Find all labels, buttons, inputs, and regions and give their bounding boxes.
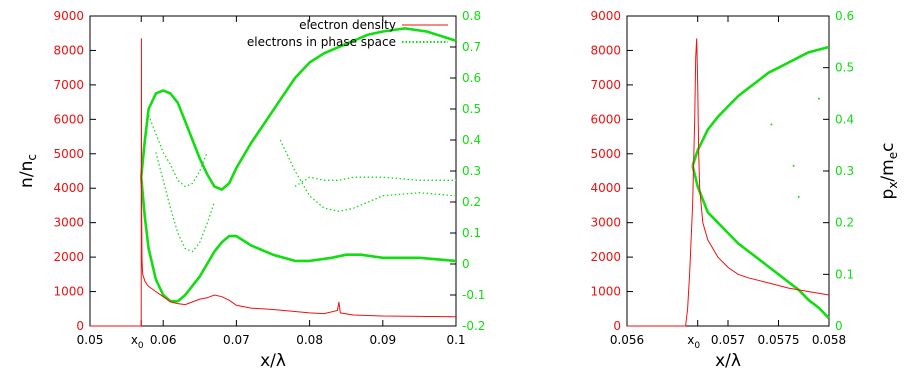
y-right-tick-label: 0.4 bbox=[462, 133, 481, 147]
y-right-tick-label: 0.5 bbox=[462, 102, 481, 116]
x-tick-label: 0.05 bbox=[77, 333, 104, 347]
y-right-tick-label: 0.6 bbox=[462, 71, 481, 85]
y-right-axis-label-part: c bbox=[878, 143, 898, 152]
y-right-tick-label: 0.3 bbox=[835, 164, 854, 178]
x-tick-label: 0.1 bbox=[446, 333, 465, 347]
x0-label: x0 bbox=[687, 333, 700, 351]
y-left-tick-label: 2000 bbox=[590, 250, 621, 264]
y-left-tick-label: 5000 bbox=[590, 147, 621, 161]
phase-space-point bbox=[770, 123, 773, 126]
phase-space-branch bbox=[691, 45, 830, 167]
y-left-tick-label: 0 bbox=[76, 319, 84, 333]
plot-frame bbox=[89, 15, 457, 327]
x0-label-sub: 0 bbox=[694, 341, 700, 351]
density-line bbox=[627, 38, 830, 327]
y-left-tick-label: 6000 bbox=[590, 112, 621, 126]
y-left-tick-label: 1000 bbox=[53, 285, 84, 299]
x0-label-sub: 0 bbox=[138, 341, 144, 351]
y-left-tick-label: 7000 bbox=[590, 78, 621, 92]
y-left-axis-label: n/nc bbox=[17, 154, 39, 188]
y-right-axis-label: px/mec bbox=[878, 143, 900, 200]
y-right-tick-label: 0.2 bbox=[462, 195, 481, 209]
right-panel: 0.056 0.057 0.0575 0.058x0x/λ01000200030004… bbox=[590, 9, 900, 371]
x0-label-main: x bbox=[131, 333, 138, 347]
y-left-tick-label: 9000 bbox=[590, 9, 621, 23]
y-left-tick-label: 0 bbox=[613, 319, 621, 333]
legend-label-phase: electrons in phase space bbox=[247, 35, 396, 49]
phase-space-point bbox=[792, 164, 795, 167]
phase-space-branch bbox=[691, 165, 830, 320]
x-tick-label: 0.09 bbox=[369, 333, 396, 347]
y-right-tick-label: 0.7 bbox=[462, 40, 481, 54]
y-left-tick-label: 5000 bbox=[53, 147, 84, 161]
phase-space-branch bbox=[294, 176, 456, 188]
y-right-tick-label: -0.2 bbox=[462, 319, 485, 333]
y-left-tick-label: 1000 bbox=[590, 285, 621, 299]
x-tick-label: 0.058 bbox=[812, 333, 846, 347]
y-right-axis-label-part: /m bbox=[878, 159, 898, 181]
y-left-tick-label: 8000 bbox=[53, 43, 84, 57]
y-left-tick-label: 8000 bbox=[590, 43, 621, 57]
x-axis-label: x/λ bbox=[715, 351, 741, 371]
phase-space-point bbox=[817, 97, 820, 100]
y-right-tick-label: 0.3 bbox=[462, 164, 481, 178]
y-right-tick-label: 0.1 bbox=[835, 267, 854, 281]
y-right-tick-label: 0 bbox=[835, 319, 843, 333]
density-line bbox=[90, 38, 457, 327]
legend: electron density electrons in phase space bbox=[247, 18, 448, 49]
phase-space-branch bbox=[279, 139, 457, 212]
y-right-tick-label: 0.4 bbox=[835, 112, 854, 126]
y-right-tick-label: 0.6 bbox=[835, 9, 854, 23]
y-right-tick-label: 0 bbox=[462, 257, 470, 271]
y-right-tick-label: 0.2 bbox=[835, 216, 854, 230]
y-right-tick-label: 0.5 bbox=[835, 61, 854, 75]
x-axis-label: x/λ bbox=[260, 351, 286, 371]
y-left-tick-label: 4000 bbox=[590, 181, 621, 195]
y-left-tick-label: 2000 bbox=[53, 250, 84, 264]
y-left-tick-label: 9000 bbox=[53, 9, 84, 23]
x-tick-label: 0.08 bbox=[296, 333, 323, 347]
x-tick-label: 0.06 bbox=[150, 333, 177, 347]
y-right-tick-label: 0.8 bbox=[462, 9, 481, 23]
x-tick-label: 0.0575 bbox=[758, 333, 800, 347]
x-tick-label: 0.056 bbox=[610, 333, 644, 347]
y-right-tick-label: 0.1 bbox=[462, 226, 481, 240]
y-right-tick-label: -0.1 bbox=[462, 288, 485, 302]
y-right-axis-label-part: p bbox=[878, 189, 898, 200]
legend-label-density: electron density bbox=[299, 18, 396, 32]
x-tick-label: 0.057 bbox=[711, 333, 745, 347]
y-left-axis-label-main: n/n bbox=[17, 161, 37, 188]
y-right-axis-label-part: x bbox=[886, 182, 900, 189]
left-panel: 0.05 0.06 0.07 0.08 0.09 0.1x0x/λ010002000300… bbox=[17, 9, 485, 371]
phase-space-branch bbox=[139, 27, 457, 191]
phase-space-point bbox=[797, 195, 800, 198]
y-left-axis-label-sub: c bbox=[25, 154, 39, 161]
phase-space-branch bbox=[147, 114, 208, 188]
y-left-tick-label: 4000 bbox=[53, 181, 84, 195]
phase-space-branch bbox=[155, 152, 216, 253]
y-left-tick-label: 3000 bbox=[590, 216, 621, 230]
x0-label-main: x bbox=[687, 333, 694, 347]
phase-space-branch bbox=[139, 177, 457, 303]
y-left-tick-label: 3000 bbox=[53, 216, 84, 230]
y-left-tick-label: 6000 bbox=[53, 112, 84, 126]
x-tick-label: 0.07 bbox=[223, 333, 250, 347]
y-left-tick-label: 7000 bbox=[53, 78, 84, 92]
y-right-axis-label-part: e bbox=[886, 152, 900, 159]
x0-label: x0 bbox=[131, 333, 144, 351]
plot-frame bbox=[626, 15, 830, 327]
